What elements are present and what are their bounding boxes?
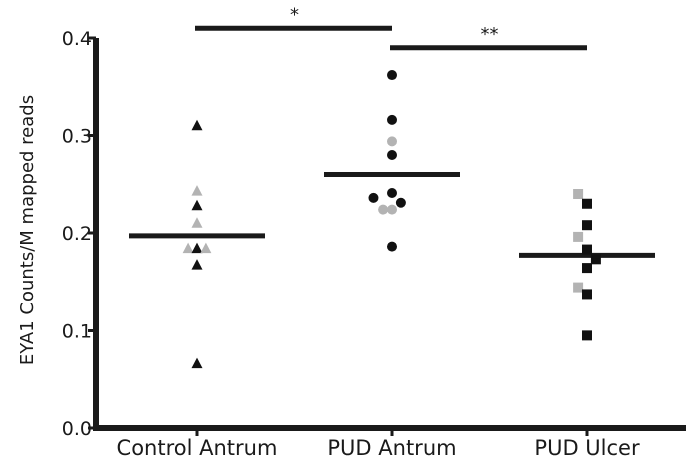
significance-label: **: [481, 24, 499, 45]
y-tick-label: 0.2: [62, 223, 92, 245]
data-point-circle: [387, 114, 397, 125]
data-point-triangle: [191, 242, 203, 254]
data-point-circle: [387, 188, 397, 199]
data-point-square: [573, 231, 584, 242]
data-point-square: [582, 289, 592, 300]
data-point-square: [582, 263, 592, 274]
data-point-square: [573, 189, 584, 199]
significance-label: *: [290, 4, 299, 25]
data-point-triangle: [191, 357, 203, 369]
x-category-label: Control Antrum: [117, 436, 278, 460]
data-point-triangle: [182, 242, 194, 254]
data-point-circle: [378, 204, 389, 215]
data-points: [182, 70, 601, 369]
y-tick-label: 0.1: [62, 321, 92, 343]
data-point-circle: [387, 150, 397, 160]
mean-lines: [129, 172, 655, 258]
data-point-circle: [387, 136, 397, 147]
y-tick-label: 0.0: [62, 418, 92, 440]
significance-bars: ***: [195, 4, 587, 51]
data-point-square: [582, 220, 592, 231]
data-point-triangle: [200, 242, 212, 254]
data-point-square: [590, 254, 601, 265]
data-point-square: [582, 198, 592, 209]
data-point-circle: [387, 204, 397, 215]
data-point-triangle: [191, 119, 203, 131]
data-point-square: [573, 282, 584, 293]
y-axis-title: EYA1 Counts/M mapped reads: [17, 95, 38, 365]
x-category-label: PUD Antrum: [327, 436, 456, 460]
x-category-label: PUD Ulcer: [534, 436, 640, 460]
data-point-circle: [368, 192, 379, 203]
data-point-circle: [387, 241, 397, 252]
data-point-triangle: [191, 259, 203, 270]
data-point-triangle: [191, 185, 203, 196]
y-tick-label: 0.3: [62, 126, 92, 148]
data-point-circle: [387, 70, 397, 81]
data-point-square: [582, 330, 592, 341]
data-point-square: [582, 244, 592, 255]
data-point-circle: [395, 197, 406, 208]
y-tick-label: 0.4: [62, 28, 92, 50]
data-point-triangle: [191, 217, 203, 228]
axes: 0.0 0.1 0.2 0.3 0.4 Control Antrum PUD Antrum P…: [62, 28, 686, 460]
data-point-triangle: [191, 199, 203, 211]
